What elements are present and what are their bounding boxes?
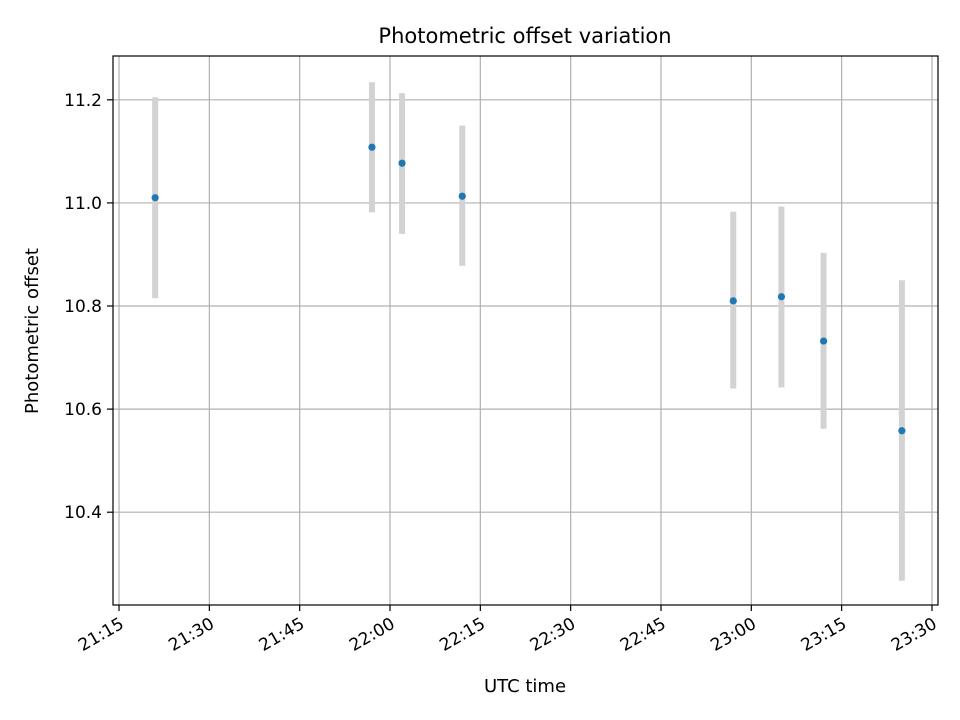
data-point [151,194,159,202]
data-points [151,143,906,435]
data-point [368,143,376,151]
plot-frame [112,55,939,606]
data-point [398,159,406,167]
y-tick-label: 11.0 [64,194,102,214]
y-axis-label: Photometric offset [22,248,43,414]
data-point [458,192,466,200]
data-point [777,293,786,301]
chart-title: Photometric offset variation [378,24,671,48]
data-point [819,337,828,345]
y-tick-label: 10.6 [64,400,102,420]
y-tick-label: 10.4 [64,503,102,523]
x-axis-label: UTC time [484,676,566,697]
y-tick-label: 11.2 [64,91,102,111]
data-point [729,297,737,305]
y-tick-label: 10.8 [64,297,102,317]
grid [113,56,938,605]
data-point [898,427,906,435]
